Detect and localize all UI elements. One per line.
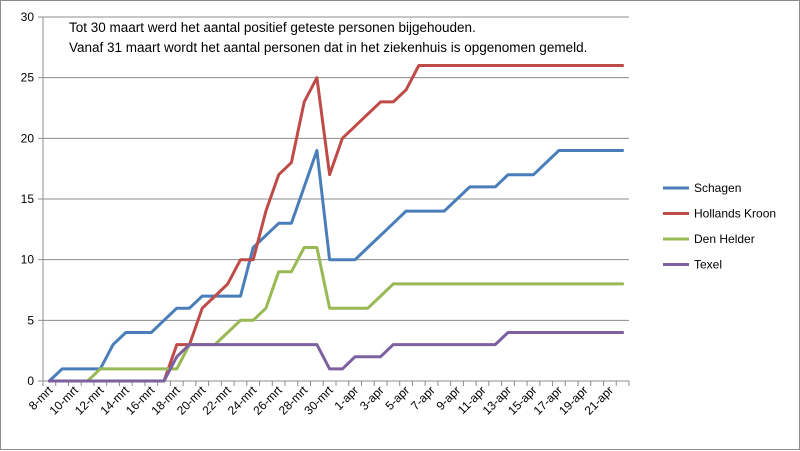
y-tick-label: 20 (21, 131, 35, 145)
legend: Schagen Hollands Kroon Den Helder Texel (663, 181, 776, 272)
series-line-den-helder (47, 246, 625, 383)
series-lines (47, 64, 625, 383)
y-tick-label: 0 (27, 374, 34, 388)
y-tick-label: 10 (21, 253, 35, 267)
annotation-line-2: Vanaf 31 maart wordt het aantal personen… (69, 40, 587, 55)
y-tick-label: 25 (21, 71, 35, 85)
x-axis-ticks: 8-mrt10-mrt12-mrt14-mrt16-mrt18-mrt20-mr… (26, 383, 616, 418)
x-tick-label: 21-apr (582, 383, 616, 417)
legend-label-hollands-kroon: Hollands Kroon (694, 207, 776, 221)
series-line-texel (47, 331, 625, 383)
y-tick-label: 15 (21, 192, 35, 206)
annotation-line-1: Tot 30 maart werd het aantal positief ge… (69, 20, 476, 35)
y-tick-label: 30 (21, 10, 35, 24)
x-tick-label: 1-apr (332, 383, 362, 413)
axes (42, 17, 630, 386)
x-tick-label: 5-apr (382, 383, 412, 413)
y-tick-label: 5 (27, 313, 34, 327)
legend-label-schagen: Schagen (694, 181, 741, 195)
legend-label-den-helder: Den Helder (694, 232, 755, 246)
series-line-schagen (47, 149, 625, 383)
grid-lines (38, 16, 629, 382)
x-tick-label: 3-apr (357, 383, 387, 413)
x-tick-label: 30-mrt (301, 383, 336, 418)
y-axis-ticks: 0 5 10 15 20 25 30 (21, 10, 35, 388)
x-tick-label: 7-apr (408, 383, 438, 413)
legend-label-texel: Texel (694, 258, 722, 272)
